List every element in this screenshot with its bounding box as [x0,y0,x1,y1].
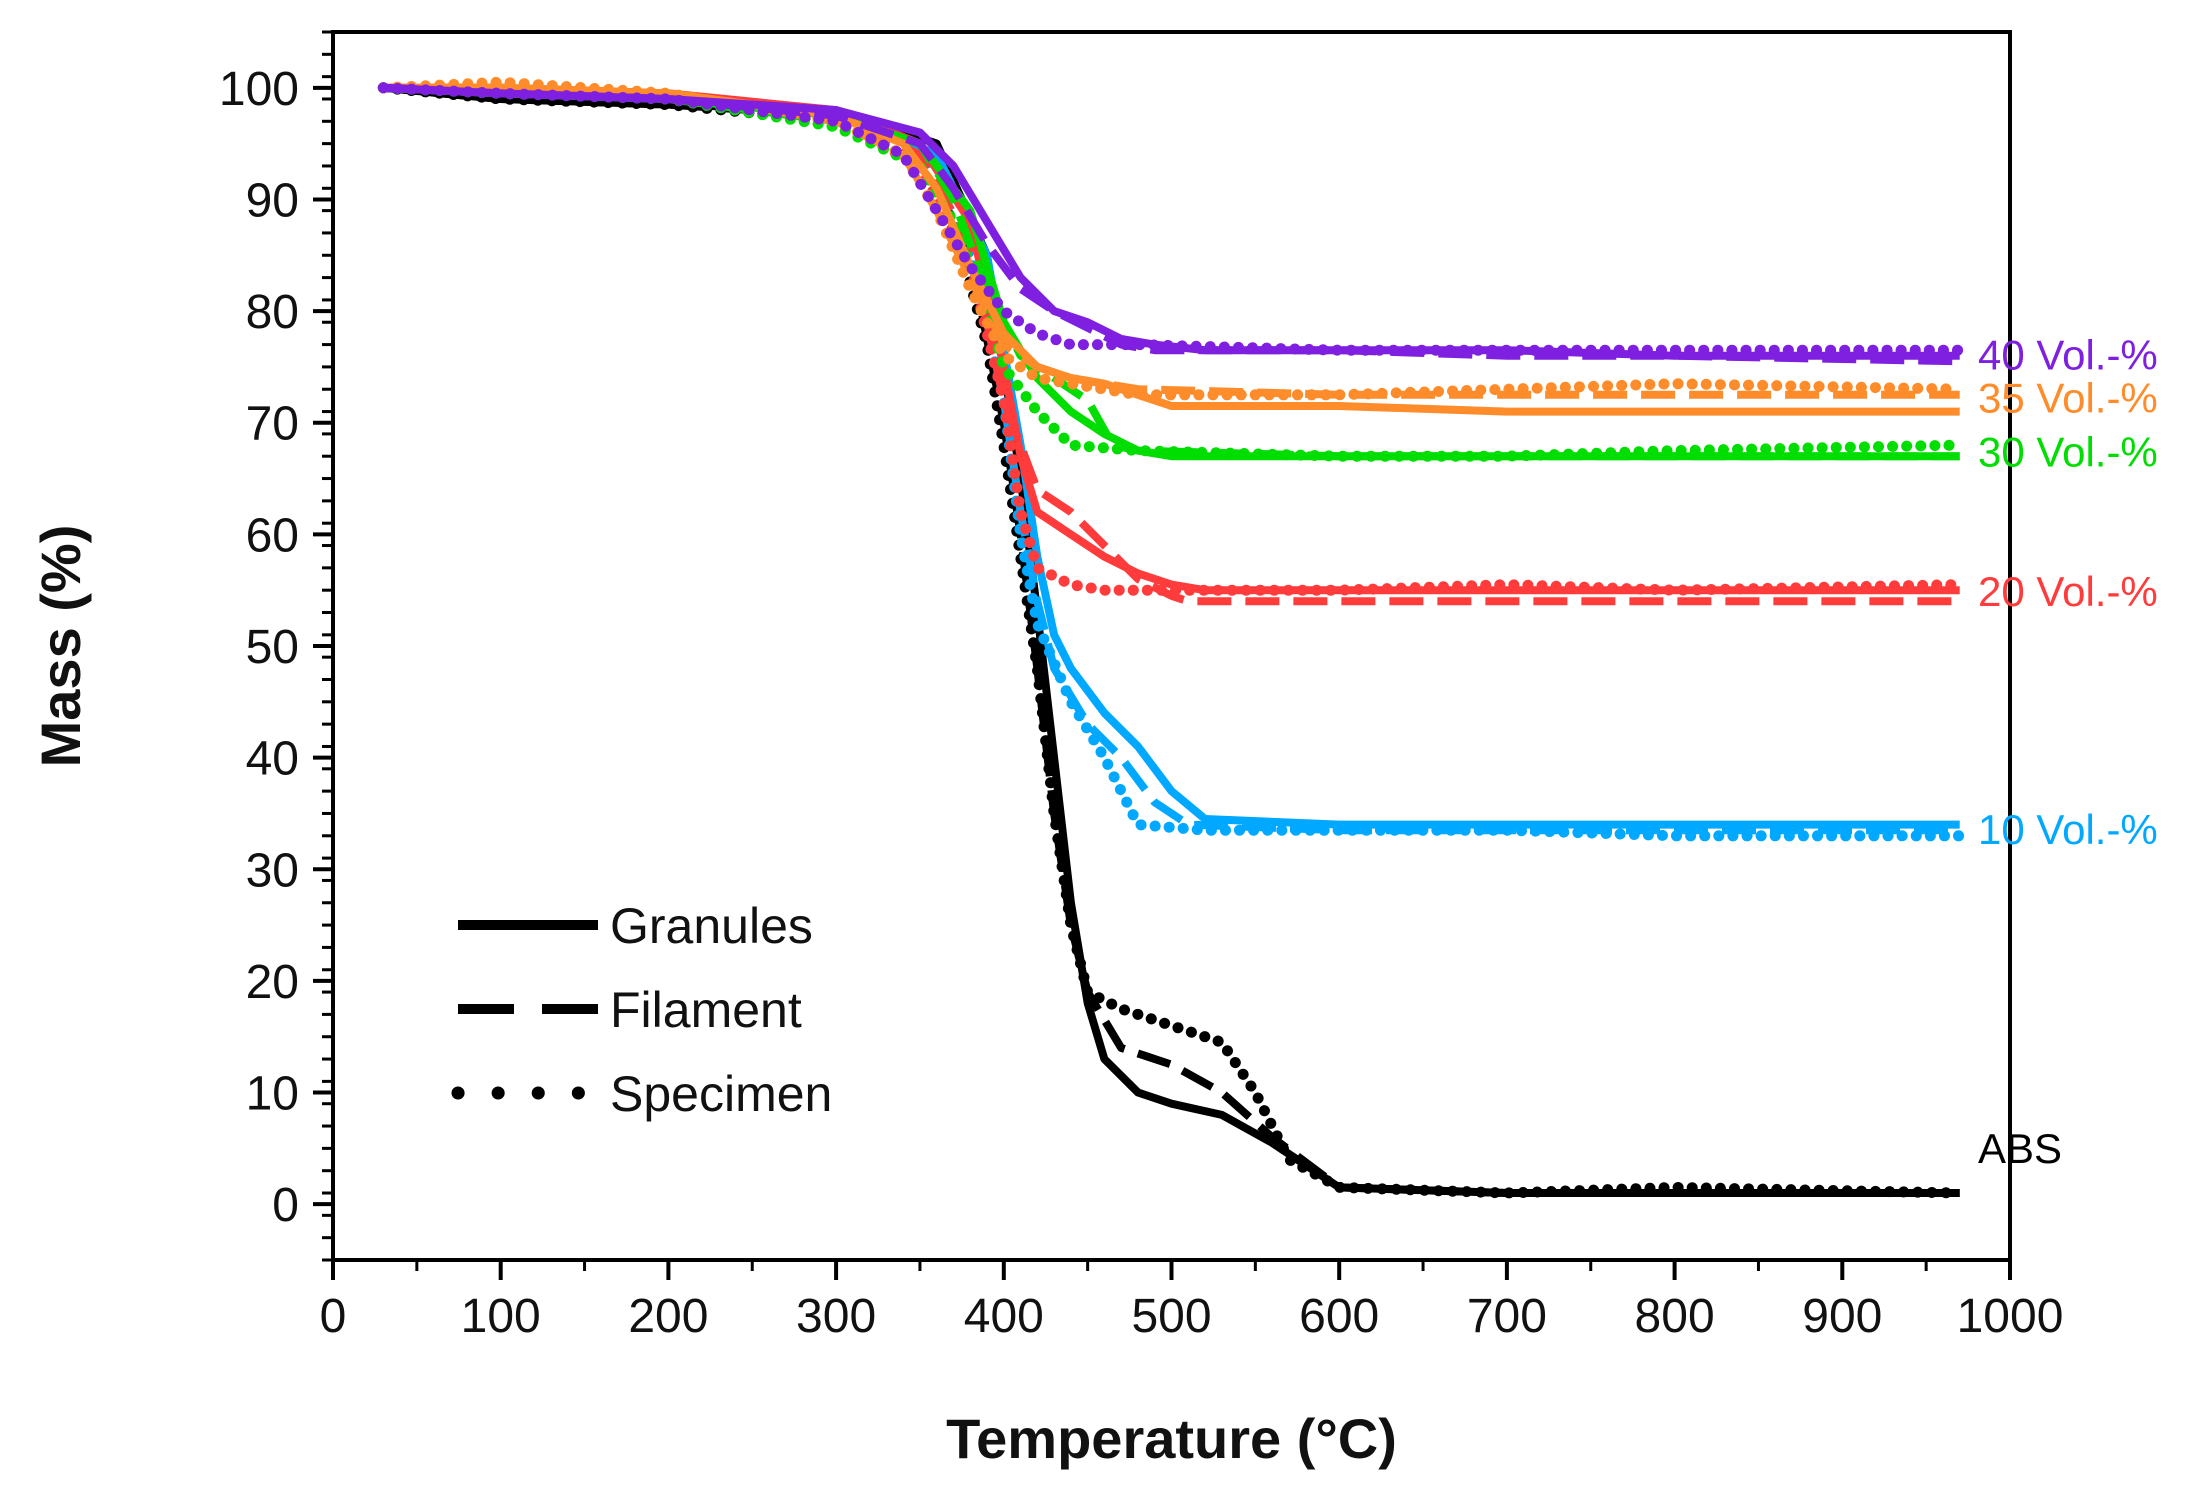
series-10-vol-specimen [377,82,1966,842]
y-tick-label: 100 [219,63,299,116]
y-tick-label: 80 [246,286,299,339]
x-tick-label: 400 [964,1290,1044,1343]
y-tick-label: 70 [246,398,299,451]
y-tick-label: 40 [246,733,299,786]
y-axis-title: Mass (%) [29,525,92,768]
series-30-vol-filament [383,83,1960,461]
legend-label-filament: Filament [610,982,802,1038]
x-tick-label: 600 [1299,1290,1379,1343]
y-tick-label: 50 [246,621,299,674]
y-tick-label: 90 [246,174,299,227]
series-40-vol-specimen [377,82,1966,356]
x-tick-label: 800 [1635,1290,1715,1343]
x-tick-label: 300 [796,1290,876,1343]
x-tick-label: 100 [461,1290,541,1343]
axis-layer: 0 100 200 300 400 500 600 700 800 900 1000 0 10 20 30 4… [219,30,2064,1343]
x-tick-label: 200 [628,1290,708,1343]
plot-frame [331,30,2012,1262]
x-tick-label: 1000 [1957,1290,2064,1343]
end-label-35-vol: 35 Vol.-% [1978,375,2158,422]
legend-label-granules: Granules [610,898,813,954]
series-40-vol-filament [383,83,1960,366]
end-label-30-vol: 30 Vol.-% [1978,428,2158,475]
y-tick-label: 60 [246,509,299,562]
end-label-20-vol: 20 Vol.-% [1978,568,2158,615]
legend: Granules Filament Specimen [451,898,832,1122]
y-tick-label: 0 [272,1179,299,1232]
x-tick-label: 0 [320,1290,347,1343]
series-35-vol-granules [383,83,1960,416]
x-tick-label: 900 [1802,1290,1882,1343]
series-layer [377,76,1966,1199]
end-label-10-vol: 10 Vol.-% [1978,806,2158,853]
y-tick-label: 10 [246,1068,299,1121]
x-axis-title: Temperature (°C) [946,1407,1397,1470]
series-abs-specimen [377,82,1966,1199]
series-30-vol-specimen [377,82,1966,462]
series-30-vol-granules [383,83,1960,461]
end-label-40-vol: 40 Vol.-% [1978,332,2158,379]
end-label-layer: ABS 10 Vol.-% 20 Vol.-% 30 Vol.-% 35 Vol.-%4… [1978,332,2158,1172]
series-40-vol-granules [383,83,1960,360]
legend-label-specimen: Specimen [610,1066,832,1122]
y-tick-label: 30 [246,844,299,897]
end-label-abs: ABS [1978,1125,2062,1172]
series-20-vol-granules [383,83,1960,595]
y-tick-label: 20 [246,956,299,1009]
series-20-vol-specimen [377,82,1966,596]
x-tick-label: 700 [1467,1290,1547,1343]
x-tick-label: 500 [1131,1290,1211,1343]
